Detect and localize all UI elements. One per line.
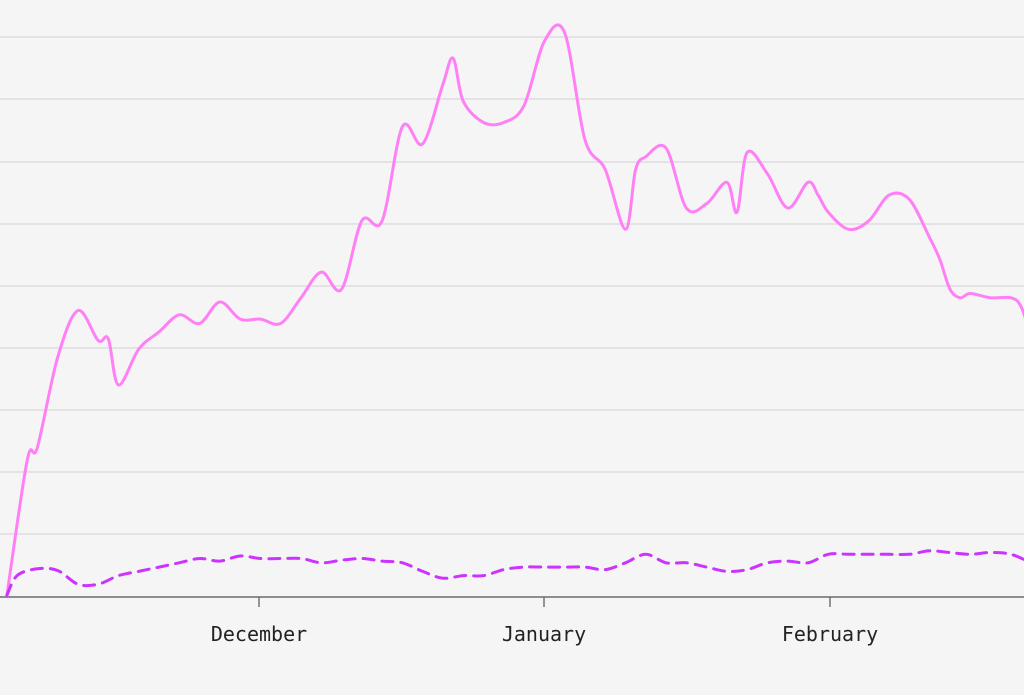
x-axis-ticks: December January February bbox=[211, 597, 878, 646]
series-line-solid bbox=[5, 23, 1024, 597]
x-tick-label: January bbox=[502, 622, 586, 646]
series-group bbox=[5, 23, 1024, 597]
gridlines bbox=[0, 36, 1024, 535]
x-tick-label: December bbox=[211, 622, 307, 646]
x-tick-label: February bbox=[782, 622, 878, 646]
series-line-dashed bbox=[5, 549, 1024, 597]
